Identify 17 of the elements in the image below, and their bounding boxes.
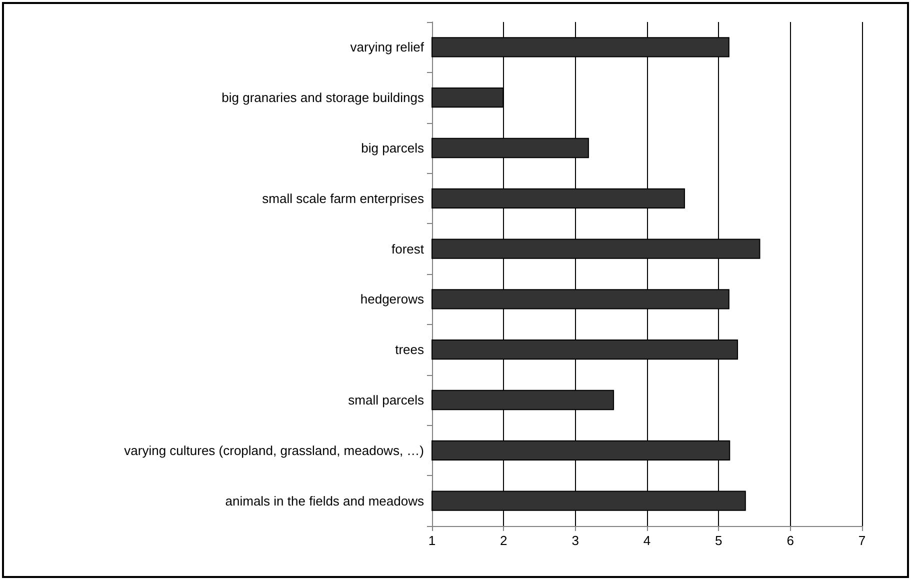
y-tick-label: small scale farm enterprises [262,190,424,206]
y-tick-label: big granaries and storage buildings [222,90,424,106]
x-tick-label: 7 [858,533,866,548]
y-tick-label: big parcels [361,140,424,156]
x-tick-label: 5 [715,533,722,548]
y-tick-label: varying cultures (cropland, grassland, meadows, …) [124,442,424,458]
x-tick-label: 3 [572,533,579,548]
x-tick-label: 2 [500,533,508,548]
x-tick-label: 4 [643,533,651,548]
y-tick-label: varying relief [350,40,424,55]
y-tick-label: animals in the fields and meadows [225,493,424,508]
y-tick-label: small parcels [348,392,424,408]
x-tick-label: 6 [786,533,794,548]
y-tick-label: hedgerows [360,292,424,307]
x-tick-label: 1 [428,533,436,548]
y-tick-label: trees [395,342,424,358]
y-tick-label: forest [391,241,424,256]
